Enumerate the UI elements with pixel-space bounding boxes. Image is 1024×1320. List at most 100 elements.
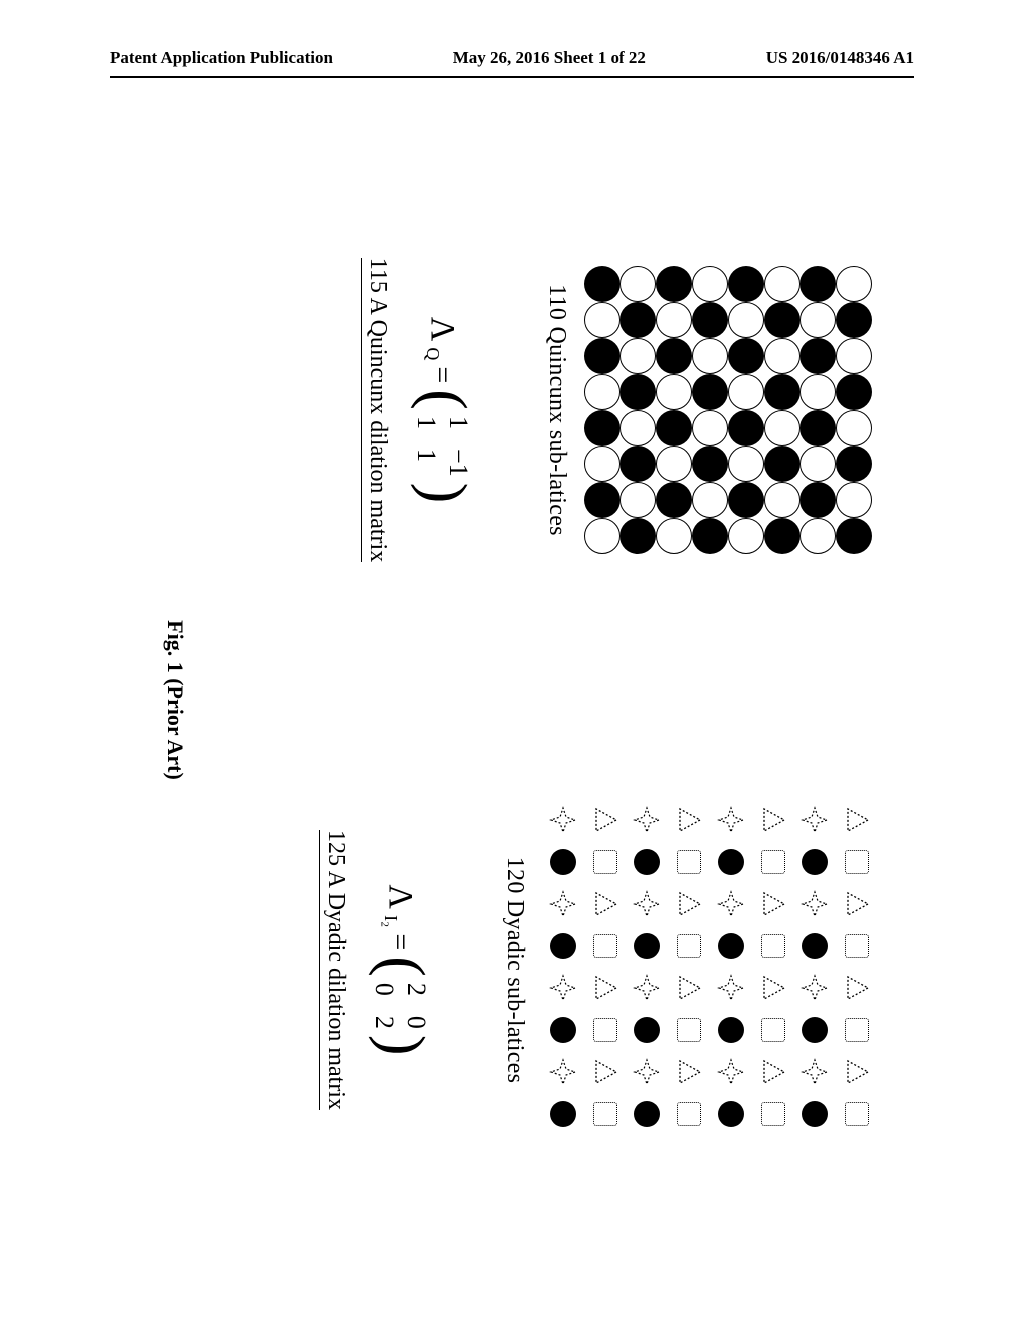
circle-filled-icon xyxy=(634,1101,660,1127)
lattice-cell-square xyxy=(842,847,872,877)
circle-empty-icon xyxy=(728,446,764,482)
circle-filled-icon xyxy=(656,482,692,518)
lattice-cell-triangle xyxy=(590,889,620,919)
lattice-cell-star xyxy=(800,805,830,835)
lattice-cell-square xyxy=(842,1015,872,1045)
lattice-cell-square xyxy=(674,847,704,877)
circle-empty-icon xyxy=(584,374,620,410)
lattice-cell-circle xyxy=(548,847,578,877)
paren-right: ) xyxy=(420,483,468,504)
lattice-cell-star xyxy=(632,1057,662,1087)
dyadic-lattice xyxy=(542,805,872,1135)
matrix-cell: 1 xyxy=(411,449,441,477)
lattice-cell-circle xyxy=(548,931,578,961)
circle-filled-icon xyxy=(836,374,872,410)
circle-empty-icon xyxy=(836,410,872,446)
lattice-cell-star xyxy=(716,1057,746,1087)
lambda-symbol: Λ xyxy=(423,317,461,342)
square-icon xyxy=(761,1102,785,1126)
matrix-bracket: ( 2 0 0 2 ) xyxy=(369,956,431,1055)
circle-empty-icon xyxy=(764,266,800,302)
triangle-icon xyxy=(594,975,618,1001)
matrix-bracket: ( 1 −1 1 1 ) xyxy=(411,389,473,503)
quincunx-matrix-block: ΛQ = ( 1 −1 1 1 ) 1 xyxy=(361,150,473,670)
lattice-cell-square xyxy=(590,1015,620,1045)
circle-filled-icon xyxy=(764,374,800,410)
lattice-cell-circle xyxy=(716,931,746,961)
circle-filled-icon xyxy=(764,302,800,338)
lattice-cell-star xyxy=(548,973,578,1003)
matrix-cell: 2 xyxy=(369,1016,399,1029)
lattice-cell-square xyxy=(590,931,620,961)
lattice-cell-triangle xyxy=(758,973,788,1003)
dyadic-matrix-block: ΛI₂ = ( 2 0 0 2 ) 1 xyxy=(319,710,431,1230)
matrix-cell: 1 xyxy=(443,416,473,429)
star-icon xyxy=(801,890,829,918)
lattice-cell-triangle xyxy=(842,973,872,1003)
circle-filled-icon xyxy=(718,849,744,875)
matrix-cells: 1 −1 1 1 xyxy=(411,410,473,483)
lattice-cell-square xyxy=(758,847,788,877)
dyadic-lattice-caption: 120 Dyadic sub-latices xyxy=(501,857,528,1084)
triangle-icon xyxy=(846,891,870,917)
lattice-cell-triangle xyxy=(674,889,704,919)
lambda-subscript: Q xyxy=(423,347,444,360)
circle-empty-icon xyxy=(800,446,836,482)
circle-filled-icon xyxy=(800,410,836,446)
star-icon xyxy=(549,890,577,918)
star-icon xyxy=(801,806,829,834)
circle-empty-icon xyxy=(800,518,836,554)
circle-filled-icon xyxy=(718,1017,744,1043)
lattice-cell-square xyxy=(590,1099,620,1129)
circle-empty-icon xyxy=(620,410,656,446)
lambda-symbol: Λ xyxy=(381,884,419,909)
lattice-cell-triangle xyxy=(674,805,704,835)
lattice-cell-star xyxy=(548,805,578,835)
lattice-cell-triangle xyxy=(842,805,872,835)
lattice-cell-circle xyxy=(632,1099,662,1129)
circle-filled-icon xyxy=(800,338,836,374)
square-icon xyxy=(845,934,869,958)
rotated-figure-body: 110 Quincunx sub-latices ΛQ = ( 1 −1 1 1 xyxy=(152,150,872,1250)
star-icon xyxy=(549,974,577,1002)
matrix-cell: −1 xyxy=(443,449,473,477)
circle-empty-icon xyxy=(656,302,692,338)
quincunx-lattice-wrap: 110 Quincunx sub-latices xyxy=(543,150,872,670)
triangle-icon xyxy=(678,1059,702,1085)
triangle-icon xyxy=(762,807,786,833)
square-icon xyxy=(593,850,617,874)
lattice-cell-triangle xyxy=(842,1057,872,1087)
circle-empty-icon xyxy=(728,302,764,338)
circle-filled-icon xyxy=(692,374,728,410)
circle-empty-icon xyxy=(692,482,728,518)
circle-empty-icon xyxy=(836,338,872,374)
circle-empty-icon xyxy=(656,374,692,410)
lattice-cell-square xyxy=(758,1015,788,1045)
circle-filled-icon xyxy=(550,1101,576,1127)
dyadic-matrix: ΛI₂ = ( 2 0 0 2 ) xyxy=(369,884,431,1055)
lattice-cell-circle xyxy=(716,1099,746,1129)
circle-empty-icon xyxy=(584,302,620,338)
circle-empty-icon xyxy=(620,482,656,518)
circle-filled-icon xyxy=(620,302,656,338)
star-icon xyxy=(633,1058,661,1086)
quincunx-matrix: ΛQ = ( 1 −1 1 1 ) xyxy=(411,317,473,504)
square-icon xyxy=(845,1018,869,1042)
circle-filled-icon xyxy=(836,446,872,482)
square-icon xyxy=(677,850,701,874)
lattice-cell-star xyxy=(800,889,830,919)
circle-filled-icon xyxy=(550,933,576,959)
lattice-cell-circle xyxy=(716,847,746,877)
matrix-cells: 2 0 0 2 xyxy=(369,977,431,1035)
lattice-cell-triangle xyxy=(674,973,704,1003)
triangle-icon xyxy=(678,807,702,833)
square-icon xyxy=(845,850,869,874)
lattice-cell-square xyxy=(674,931,704,961)
triangle-icon xyxy=(594,807,618,833)
square-icon xyxy=(593,1102,617,1126)
circle-empty-icon xyxy=(800,374,836,410)
square-icon xyxy=(677,1102,701,1126)
circle-filled-icon xyxy=(550,849,576,875)
lattice-cell-star xyxy=(716,889,746,919)
quincunx-lattice-caption: 110 Quincunx sub-latices xyxy=(543,284,570,536)
